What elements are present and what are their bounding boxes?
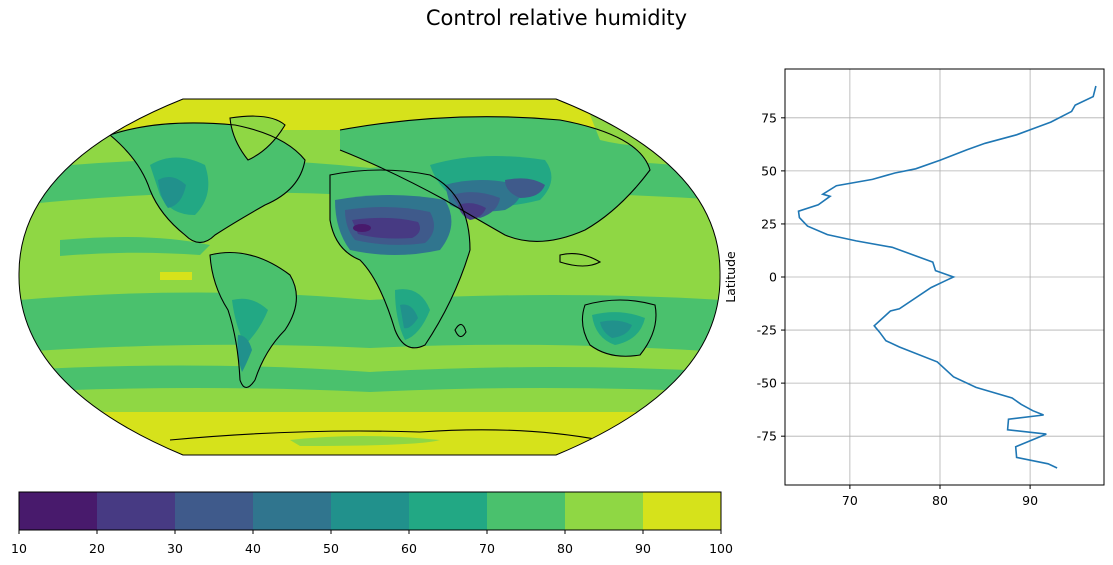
colorbar-segment xyxy=(487,492,565,530)
map-australia-core xyxy=(600,320,632,338)
y-tick-label: -50 xyxy=(757,376,777,391)
x-tick-label: 80 xyxy=(932,493,948,508)
map-antarctic-coast xyxy=(290,436,440,446)
colorbar-tick-label: 10 xyxy=(11,541,27,556)
line-plot-frame xyxy=(784,68,1105,486)
y-tick-label: 75 xyxy=(761,110,777,125)
map-na-desert xyxy=(158,176,186,208)
colorbar-segment xyxy=(331,492,409,530)
y-tick-label: 25 xyxy=(761,216,777,231)
colorbar-segment xyxy=(643,492,721,530)
y-axis-label: Latitude xyxy=(723,251,738,303)
colorbar-segment xyxy=(97,492,175,530)
map-sahara-min xyxy=(353,224,371,232)
colorbar-tick-label: 30 xyxy=(167,541,183,556)
x-tick-label: 70 xyxy=(842,493,858,508)
map-taklamakan xyxy=(505,178,545,198)
colorbar-segment xyxy=(175,492,253,530)
colorbar-tick-label: 40 xyxy=(245,541,261,556)
y-tick-label: -25 xyxy=(757,323,777,338)
map-arctic-band xyxy=(18,99,721,130)
colorbar-tick-label: 20 xyxy=(89,541,105,556)
line-series xyxy=(797,85,1097,469)
colorbar-tick-label: 60 xyxy=(401,541,417,556)
map-sa-dry xyxy=(232,298,268,345)
humidity-map xyxy=(18,98,721,456)
map-itcz-patch xyxy=(160,272,192,280)
y-tick-label: 50 xyxy=(761,163,777,178)
colorbar-frame xyxy=(18,491,722,531)
colorbar: 10 20 30 40 50 60 70 80 90 100 xyxy=(11,491,733,556)
y-tick-label: 0 xyxy=(769,270,777,285)
map-sahara-core xyxy=(352,217,420,239)
colorbar-tick-label: 80 xyxy=(557,541,573,556)
line-plot-x-ticks: 70 80 90 xyxy=(842,485,1038,508)
colorbar-segment xyxy=(253,492,331,530)
colorbar-tick-label: 50 xyxy=(323,541,339,556)
colorbar-tick-label: 100 xyxy=(709,541,733,556)
figure-title: Control relative humidity xyxy=(425,6,688,30)
line-plot-grid xyxy=(785,69,1104,485)
map-south-subtropic-band xyxy=(19,292,721,352)
map-southern-ocean-band xyxy=(19,365,721,392)
y-tick-label: -75 xyxy=(757,429,777,444)
colorbar-tick-label: 70 xyxy=(479,541,495,556)
colorbar-segment xyxy=(19,492,97,530)
map-kalahari-core xyxy=(400,304,418,329)
colorbar-segment xyxy=(565,492,643,530)
map-sa-andes xyxy=(237,335,252,372)
x-tick-label: 90 xyxy=(1022,493,1038,508)
zonal-mean-line-plot: 70 80 90 75 50 25 0 -25 -50 -75 Latitude xyxy=(723,68,1105,508)
line-plot-y-ticks: 75 50 25 0 -25 -50 -75 xyxy=(757,110,785,444)
map-antarctica xyxy=(170,429,600,455)
map-frame xyxy=(18,98,721,456)
map-coastlines xyxy=(108,115,657,441)
map-pacific-dry-patch xyxy=(60,236,210,256)
colorbar-segment xyxy=(409,492,487,530)
colorbar-tick-label: 90 xyxy=(635,541,651,556)
